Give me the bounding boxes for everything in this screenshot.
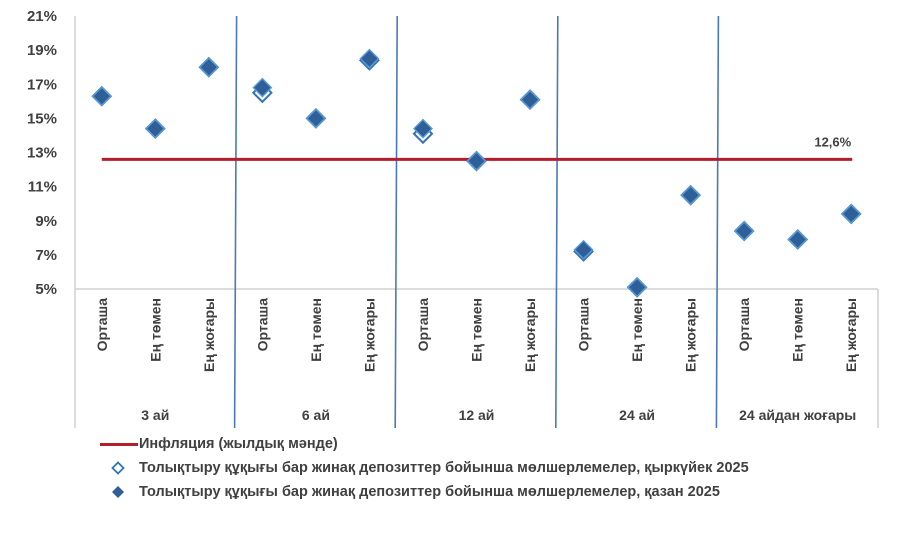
point-october xyxy=(198,57,219,78)
inflation-value-label: 12,6% xyxy=(814,134,851,149)
y-tick-label: 7% xyxy=(35,247,57,264)
x-tick-label: Ең жоғары xyxy=(201,298,217,372)
y-tick-label: 11% xyxy=(28,179,57,196)
filled-diamond-icon xyxy=(97,485,139,499)
point-october xyxy=(680,185,701,206)
group-separator xyxy=(715,15,720,429)
x-tick-label: Орташа xyxy=(254,298,270,352)
x-tick-label: Ең төмен xyxy=(790,298,806,362)
y-axis-ticks: 5% 7% 9% 11% 13% 15% 17% 19% 21% xyxy=(27,8,57,298)
group-label: 12 ай xyxy=(459,407,495,423)
legend-item-september: Толықтыру құқығы бар жинақ депозиттер бо… xyxy=(97,456,749,480)
point-october xyxy=(734,220,755,241)
point-october xyxy=(841,203,862,224)
legend-item-october: Толықтыру құқығы бар жинақ депозиттер бо… xyxy=(97,480,749,504)
point-october xyxy=(91,86,112,107)
group-separator xyxy=(554,15,559,429)
point-october xyxy=(573,239,594,260)
point-october xyxy=(466,151,487,172)
group-separator xyxy=(394,15,399,429)
x-tick-label: Ең төмен xyxy=(147,298,163,362)
x-tick-label: Ең жоғары xyxy=(843,298,859,372)
legend-line-icon xyxy=(97,442,139,446)
legend-item-inflation: Инфляция (жылдық мәнде) xyxy=(97,432,749,456)
x-tick-label: Ең жоғары xyxy=(361,298,377,372)
y-tick-label: 21% xyxy=(27,8,57,25)
legend-label: Толықтыру құқығы бар жинақ депозиттер бо… xyxy=(139,460,749,476)
hollow-diamond-icon xyxy=(97,461,139,475)
y-tick-label: 9% xyxy=(35,213,57,230)
group-label: 6 ай xyxy=(302,407,330,423)
group-label: 24 ай xyxy=(619,407,655,423)
x-tick-label: Орташа xyxy=(576,298,592,352)
x-tick-label: Орташа xyxy=(736,298,752,352)
x-axis-ticks: Орташа Ең төмен Ең жоғары Орташа Ең төмен Ең … xyxy=(94,298,859,372)
legend-label: Толықтыру құқығы бар жинақ депозиттер бо… xyxy=(139,484,720,500)
group-label: 3 ай xyxy=(141,407,169,423)
x-tick-label: Ең төмен xyxy=(308,298,324,362)
point-october xyxy=(359,48,380,69)
point-october xyxy=(305,108,326,129)
y-tick-label: 13% xyxy=(27,145,57,162)
data-points xyxy=(91,48,862,298)
group-separator xyxy=(233,15,238,429)
x-tick-label: Орташа xyxy=(415,298,431,352)
x-tick-label: Ең жоғары xyxy=(522,298,538,372)
group-labels: 3 ай 6 ай 12 ай 24 ай 24 айдан жоғары xyxy=(141,407,856,423)
point-october xyxy=(145,118,166,139)
x-tick-label: Ең төмен xyxy=(629,298,645,362)
point-october xyxy=(627,277,648,298)
y-tick-label: 17% xyxy=(27,76,57,93)
y-tick-label: 15% xyxy=(27,110,57,127)
x-tick-label: Ең төмен xyxy=(469,298,485,362)
axes xyxy=(74,16,879,428)
point-october xyxy=(252,77,273,98)
point-october xyxy=(412,118,433,139)
legend-label: Инфляция (жылдық мәнде) xyxy=(139,436,338,452)
group-separators xyxy=(233,15,720,429)
y-tick-label: 5% xyxy=(35,281,57,298)
x-tick-label: Орташа xyxy=(94,298,110,352)
point-october xyxy=(787,229,808,250)
point-october xyxy=(520,89,541,110)
legend: Инфляция (жылдық мәнде) Толықтыру құқығы… xyxy=(97,432,749,504)
y-tick-label: 19% xyxy=(27,42,57,59)
group-label: 24 айдан жоғары xyxy=(739,407,856,423)
x-tick-label: Ең жоғары xyxy=(683,298,699,372)
